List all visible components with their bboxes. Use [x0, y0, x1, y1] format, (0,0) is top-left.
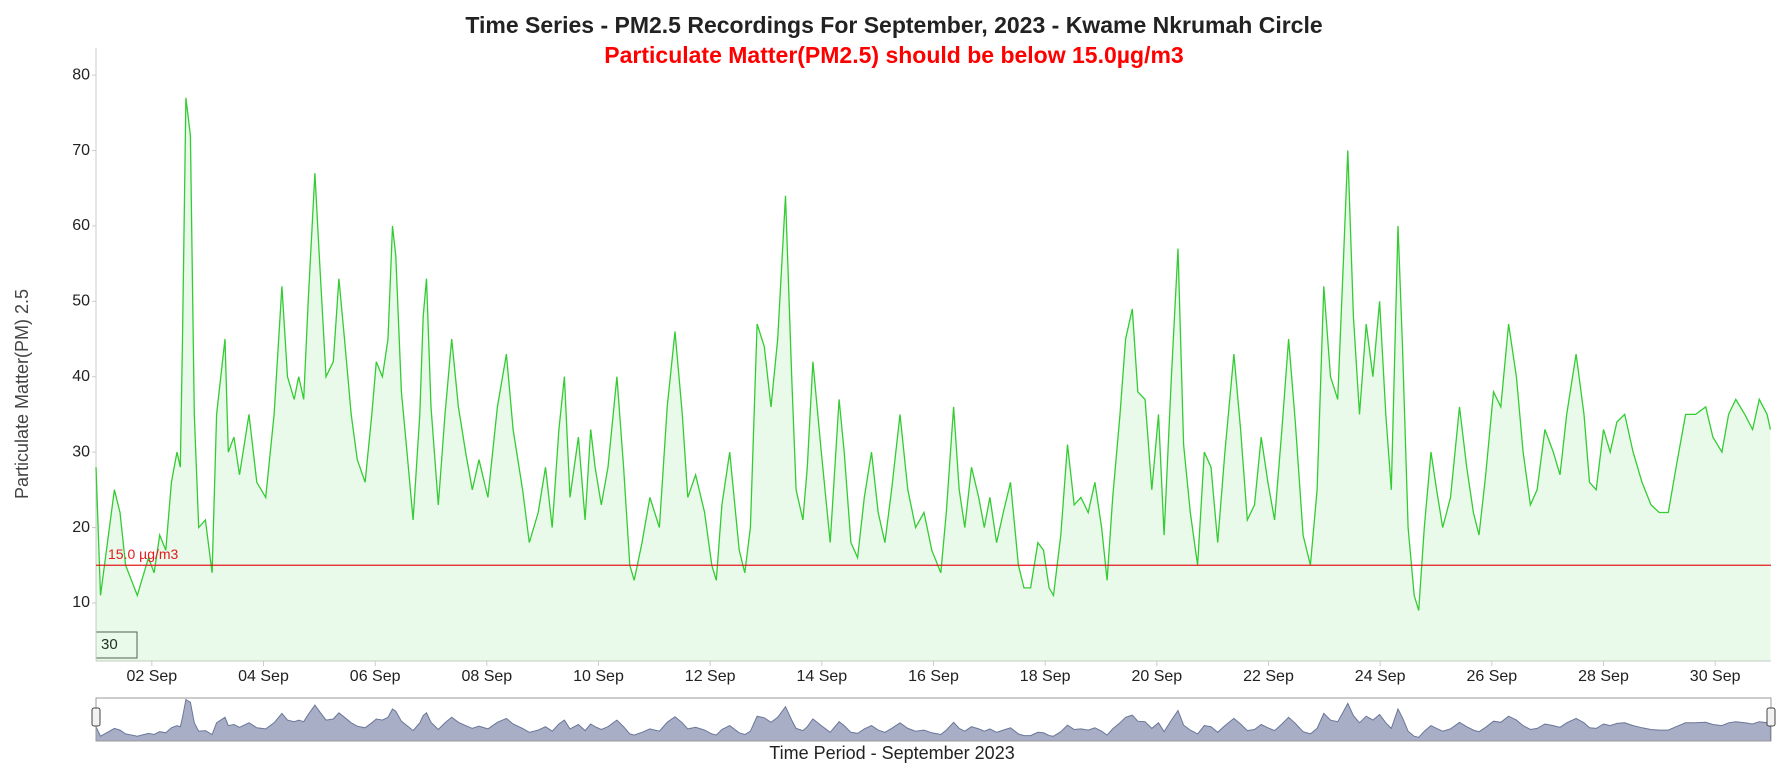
x-tick-label: 16 Sep: [908, 668, 959, 685]
x-tick-label: 02 Sep: [126, 668, 177, 685]
x-tick-label: 28 Sep: [1578, 668, 1629, 685]
x-tick-label: 26 Sep: [1466, 668, 1517, 685]
x-tick-label: 18 Sep: [1020, 668, 1071, 685]
chart-subtitle: Particulate Matter(PM2.5) should be belo…: [604, 42, 1183, 68]
x-tick-label: 04 Sep: [238, 668, 289, 685]
line: [95, 97, 1772, 611]
navigator-handle[interactable]: [91, 707, 101, 727]
x-tick-label: 20 Sep: [1131, 668, 1182, 685]
threshold-label: 15.0 µg/m3: [108, 546, 179, 562]
range-input-text[interactable]: 30: [101, 636, 118, 653]
x-tick-label: 06 Sep: [350, 668, 401, 685]
navigator-series: [95, 698, 1771, 742]
y-tick-label: 80: [72, 66, 90, 83]
y-tick-label: 40: [72, 368, 90, 385]
x-tick-label: 22 Sep: [1243, 668, 1294, 685]
y-tick-label: 10: [72, 594, 90, 611]
y-tick-label: 50: [72, 293, 90, 310]
x-tick-label: 08 Sep: [461, 668, 512, 685]
x-tick-label: 14 Sep: [796, 668, 847, 685]
chart-title: Time Series - PM2.5 Recordings For Septe…: [465, 12, 1322, 38]
y-tick-label: 20: [72, 519, 90, 536]
x-tick-label: 12 Sep: [685, 668, 736, 685]
x-axis-title: Time Period - September 2023: [769, 743, 1014, 763]
x-tick-label: 10 Sep: [573, 668, 624, 685]
navigator-handle[interactable]: [1766, 707, 1776, 727]
y-tick-label: 30: [72, 443, 90, 460]
y-tick-label: 60: [72, 217, 90, 234]
x-tick-label: 30 Sep: [1690, 668, 1741, 685]
x-tick-label: 24 Sep: [1355, 668, 1406, 685]
area-fill: [96, 97, 1771, 662]
y-axis-title: Particulate Matter(PM) 2.5: [12, 289, 32, 499]
y-tick-label: 70: [72, 142, 90, 159]
